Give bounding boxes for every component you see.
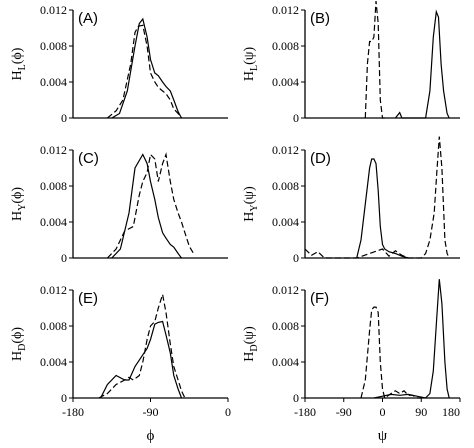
y-tick-label: 0.008 <box>40 39 67 53</box>
x-tick-label: -180 <box>294 405 316 419</box>
y-tick-label: 0.012 <box>40 3 67 17</box>
series-line-solid <box>111 153 182 259</box>
y-axis-label: HY(ϕ) <box>10 187 28 221</box>
y-tick-label: 0.012 <box>272 283 299 297</box>
y-tick-label: 0 <box>61 251 67 265</box>
x-tick-label: -180 <box>62 405 84 419</box>
y-tick-label: 0.004 <box>40 355 67 369</box>
series-line-dashed <box>106 152 195 259</box>
x-axis-label: ψ <box>378 428 388 444</box>
panel-f: 0 0.004 0.008 0.012 -180 -90 0 90 180 ψ HD(ψ) (F) <box>242 279 461 444</box>
panel-e: 0 0.004 0.008 0.012 -180 -90 0 ϕ HD(ϕ) (E) <box>10 283 231 444</box>
y-tick-label: 0.008 <box>40 179 67 193</box>
y-tick-label: 0 <box>293 391 299 405</box>
x-tick-label: 180 <box>442 405 460 419</box>
panel-label: (D) <box>310 150 331 167</box>
panel-label: (E) <box>78 290 98 307</box>
y-axis-label: HY(ψ) <box>242 186 260 222</box>
y-tick-label: 0.012 <box>272 143 299 157</box>
x-tick-label: -90 <box>336 405 352 419</box>
y-tick-label: 0.012 <box>272 3 299 17</box>
x-tick-label: 90 <box>415 405 427 419</box>
panel-label: (B) <box>310 10 330 27</box>
x-tick-label: 0 <box>380 405 386 419</box>
y-tick-label: 0.012 <box>40 143 67 157</box>
y-tick-label: 0 <box>293 111 299 125</box>
panel-label: (F) <box>310 290 329 307</box>
y-tick-label: 0.008 <box>40 319 67 333</box>
y-tick-label: 0 <box>61 111 67 125</box>
series-line-solid <box>111 17 183 119</box>
y-tick-label: 0.008 <box>272 39 299 53</box>
y-tick-label: 0.004 <box>272 355 299 369</box>
panel-b: 0 0.004 0.008 0.012 HL(ψ) (B) <box>242 0 460 125</box>
series-line-solid <box>394 9 450 119</box>
x-axis-label: ϕ <box>147 428 155 444</box>
y-tick-label: 0.004 <box>40 215 67 229</box>
y-tick-label: 0.008 <box>272 179 299 193</box>
y-axis-label: HD(ψ) <box>242 326 260 362</box>
y-tick-label: 0.012 <box>40 283 67 297</box>
panel-d: 0 0.004 0.008 0.012 HY(ψ) (D) <box>242 136 460 265</box>
series-line-dashed <box>360 306 422 399</box>
y-tick-label: 0.008 <box>272 319 299 333</box>
y-tick-label: 0 <box>293 251 299 265</box>
y-axis-label: HL(ϕ) <box>10 47 28 80</box>
series-line-solid <box>373 279 450 399</box>
y-axis-label: HD(ϕ) <box>10 327 28 361</box>
series-line-solid <box>100 320 183 399</box>
series-line-dashed <box>364 0 385 119</box>
y-tick-label: 0.004 <box>272 215 299 229</box>
y-axis-label: HL(ψ) <box>242 47 260 82</box>
series-line-solid <box>356 158 409 259</box>
panel-label: (C) <box>78 150 99 167</box>
x-tick-label: 0 <box>225 405 231 419</box>
y-tick-label: 0.004 <box>40 75 67 89</box>
panel-a: 0 0.004 0.008 0.012 HL(ϕ) (A) <box>10 3 228 125</box>
x-tick-label: -90 <box>143 405 159 419</box>
series-line-dashed <box>98 294 186 399</box>
y-tick-label: 0.004 <box>272 75 299 89</box>
series-line-dashed <box>304 136 450 259</box>
series-line-dashed <box>107 24 182 119</box>
panel-label: (A) <box>78 10 98 27</box>
panel-c: 0 0.004 0.008 0.012 HY(ϕ) (C) <box>10 143 228 265</box>
y-tick-label: 0 <box>61 391 67 405</box>
